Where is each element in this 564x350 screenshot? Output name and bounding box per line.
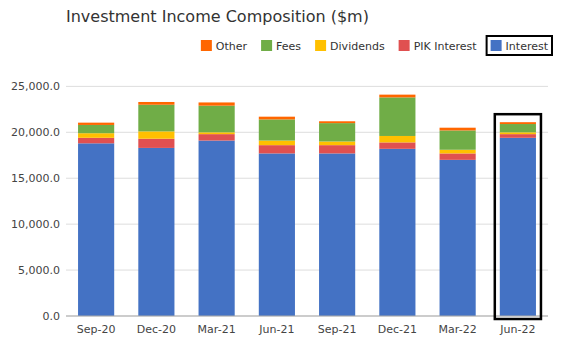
highlight-box xyxy=(495,114,541,319)
legend-item: Dividends xyxy=(315,40,385,53)
legend-label: PIK Interest xyxy=(414,40,478,53)
grid-line xyxy=(66,86,548,87)
title: Investment Income Composition ($m) xyxy=(66,7,369,26)
x-tick-label: Dec-21 xyxy=(378,323,417,336)
bar-segment xyxy=(138,102,174,105)
bar-segment xyxy=(500,124,536,132)
bar-segment xyxy=(500,132,536,134)
x-axis-line xyxy=(66,316,548,317)
legend-swatch xyxy=(201,40,212,51)
bar-segment xyxy=(319,141,355,145)
y-tick-label: 0.0 xyxy=(43,310,61,323)
bar-segment xyxy=(440,160,476,316)
bar-segment xyxy=(259,117,295,120)
bar-segment xyxy=(440,130,476,149)
x-tick-label: Jun-21 xyxy=(258,323,294,336)
legend-label: Fees xyxy=(276,40,301,53)
grid-line xyxy=(66,316,548,317)
bar-segment xyxy=(78,143,114,316)
x-tick-label: Dec-20 xyxy=(137,323,176,336)
y-tick-label: 5,000.0 xyxy=(18,264,60,277)
x-tick-label: Sep-20 xyxy=(77,323,116,336)
bar-segment xyxy=(138,139,174,148)
bar-segment xyxy=(138,131,174,138)
legend-item: Other xyxy=(201,40,248,53)
bar-segment xyxy=(259,141,295,146)
bar-segment xyxy=(500,138,536,316)
legend-swatch xyxy=(491,40,502,51)
legend-item: Fees xyxy=(261,40,301,53)
bar-segment xyxy=(78,133,114,138)
legend-swatch xyxy=(399,40,410,51)
legend-swatch xyxy=(261,40,272,51)
bar-segment xyxy=(379,97,415,136)
y-tick-label: 10,000.0 xyxy=(11,218,60,231)
bar-segment xyxy=(199,132,235,134)
bar-segment xyxy=(199,141,235,316)
bar-segment xyxy=(259,145,295,153)
bar-segment xyxy=(440,153,476,159)
legend-swatch xyxy=(315,40,326,51)
x-tick-label: Mar-21 xyxy=(198,323,236,336)
bar-segment xyxy=(379,142,415,148)
grid xyxy=(66,86,548,316)
legend-label: Dividends xyxy=(330,40,385,53)
x-tick-label: Sep-21 xyxy=(318,323,357,336)
y-tick-label: 25,000.0 xyxy=(11,80,60,93)
bar-segment xyxy=(440,150,476,154)
bar-segment xyxy=(199,134,235,140)
bar-segment xyxy=(199,106,235,133)
legend-item: Interest xyxy=(491,40,549,53)
bar-segment xyxy=(138,148,174,316)
bar-segment xyxy=(379,95,415,98)
bars xyxy=(78,95,536,316)
bar-segment xyxy=(379,136,415,142)
bar-segment xyxy=(78,125,114,133)
bar-segment xyxy=(78,123,114,125)
legend-label: Interest xyxy=(506,40,549,53)
bar-segment xyxy=(379,149,415,316)
legend-label: Other xyxy=(216,40,248,53)
bar-segment xyxy=(319,123,355,141)
y-tick-label: 20,000.0 xyxy=(11,126,60,139)
bar-segment xyxy=(259,153,295,316)
bar-segment xyxy=(319,121,355,123)
x-tick-label: Mar-22 xyxy=(439,323,477,336)
bar-segment xyxy=(500,134,536,138)
legend-highlight xyxy=(487,36,552,55)
bar-segment xyxy=(138,105,174,132)
chart: Investment Income Composition ($m) 0.0 5,0… xyxy=(0,0,564,350)
bar-segment xyxy=(319,145,355,153)
legend-item: PIK Interest xyxy=(399,40,478,53)
bar-segment xyxy=(259,119,295,140)
legend: Other Fees Dividends PIK Interest Interest xyxy=(201,36,552,55)
y-tick-label: 15,000.0 xyxy=(11,172,60,185)
bar-segment xyxy=(199,102,235,105)
bar-segment xyxy=(78,138,114,144)
bar-segment xyxy=(500,122,536,124)
bar-segment xyxy=(440,128,476,131)
bar-segment xyxy=(319,153,355,316)
x-tick-label: Jun-22 xyxy=(499,323,535,336)
